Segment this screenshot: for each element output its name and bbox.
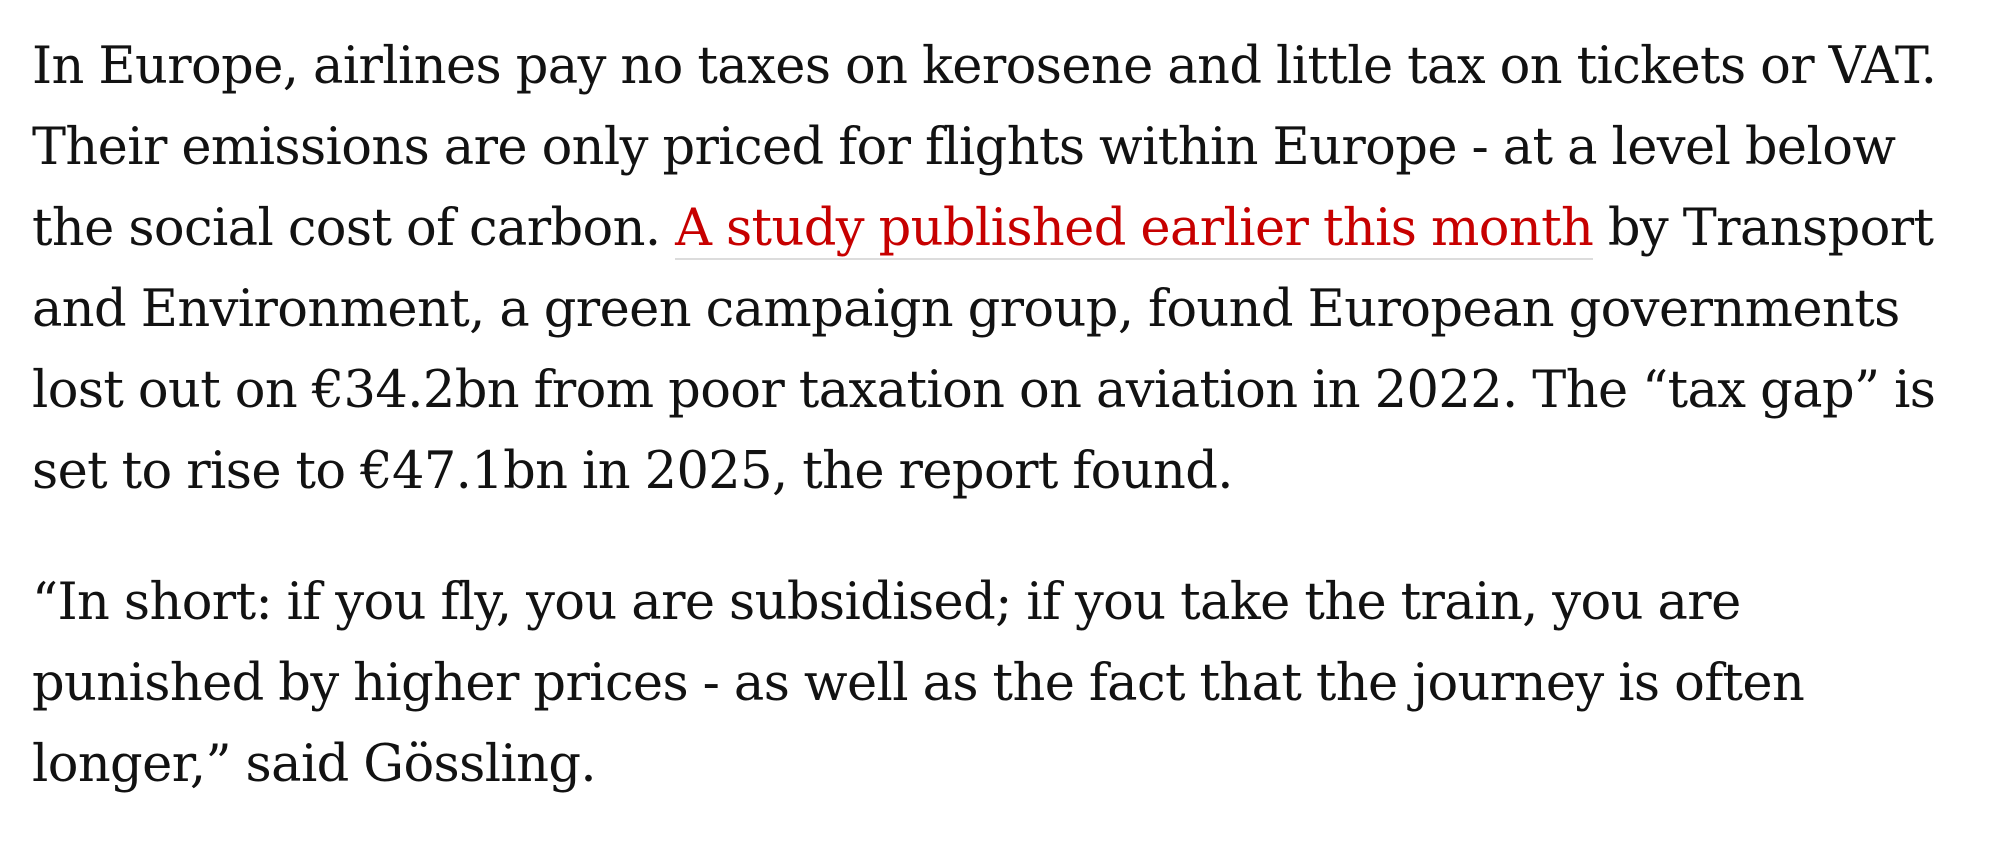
text-line: longer,” said Gössling. [32, 735, 597, 794]
text-line-with-link: the social cost of carbon. A study publi… [32, 188, 1972, 269]
text-segment: the social cost of carbon. [32, 199, 661, 258]
text-line: In Europe, airlines pay no taxes on kero… [32, 37, 1937, 96]
text-line: lost out on €34.2bn from poor taxation o… [32, 361, 1936, 420]
paragraph-quote: “In short: if you fly, you are subsidise… [32, 562, 1972, 805]
paragraph-tax-gap: In Europe, airlines pay no taxes on kero… [32, 26, 1972, 512]
article-body: In Europe, airlines pay no taxes on kero… [32, 26, 1972, 855]
text-line: and Environment, a green campaign group,… [32, 280, 1900, 339]
text-line: punished by higher prices - as well as t… [32, 654, 1805, 713]
text-segment: by Transport [1607, 199, 1934, 258]
text-line: set to rise to €47.1bn in 2025, the repo… [32, 442, 1233, 501]
study-link[interactable]: A study published earlier this month [675, 199, 1594, 260]
text-line: Their emissions are only priced for flig… [32, 118, 1896, 177]
text-line: “In short: if you fly, you are subsidise… [32, 573, 1741, 632]
